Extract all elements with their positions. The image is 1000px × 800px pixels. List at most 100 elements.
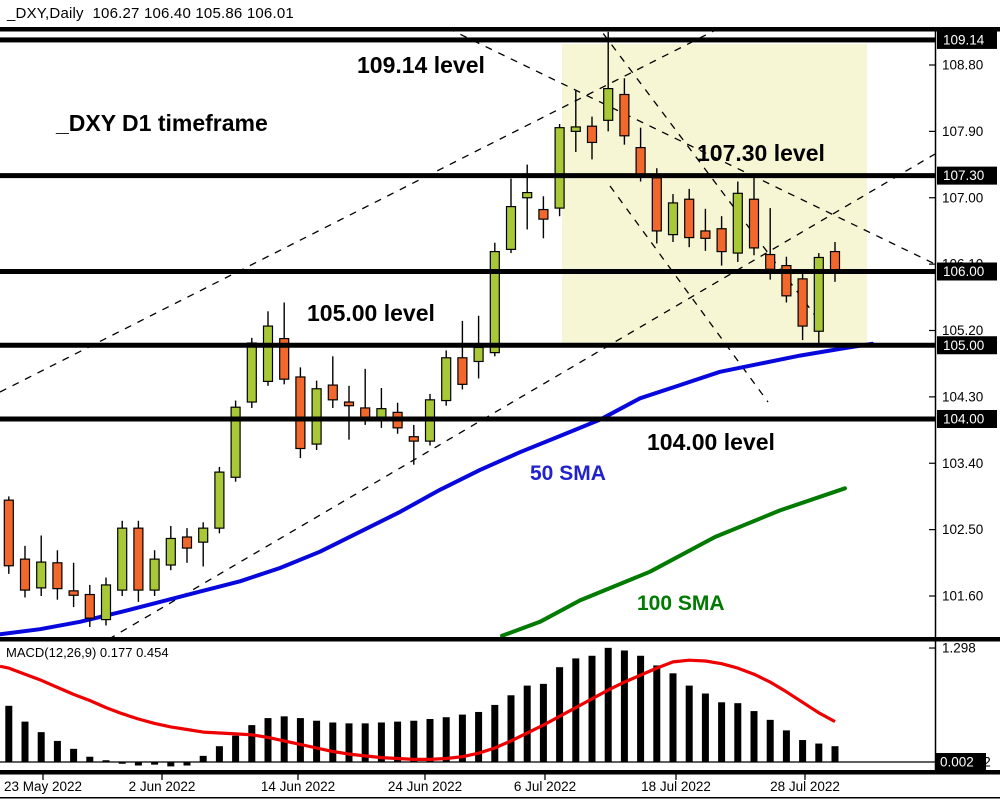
candle: [700, 208, 711, 251]
candle-body: [554, 127, 565, 209]
macd-bar: [199, 755, 207, 762]
macd-bar: [151, 762, 159, 765]
macd-bar: [329, 722, 337, 762]
candle: [813, 253, 824, 344]
macd-bar: [637, 655, 645, 762]
candle: [505, 178, 517, 254]
candle: [570, 90, 581, 153]
candle: [554, 124, 565, 217]
candle: [181, 528, 193, 563]
candle-body: [603, 87, 614, 121]
sma50-line: [0, 341, 874, 637]
candle: [327, 356, 338, 408]
candle-body: [570, 126, 581, 132]
badge-label: 105.00: [943, 338, 984, 353]
macd-zero-badge: 0.002: [936, 753, 986, 771]
macd-bar: [669, 673, 677, 762]
level-line-106.00: [0, 269, 935, 274]
macd-bar: [799, 740, 807, 762]
macd-bar: [232, 735, 240, 762]
trendline-0: [0, 31, 716, 393]
candle: [52, 550, 63, 600]
candle-body: [505, 206, 517, 250]
candle-body: [748, 198, 760, 249]
price-badge: 104.00: [937, 410, 997, 428]
price-axis: 108.80107.90107.00106.10105.20104.30103.…: [929, 30, 997, 770]
macd-bar: [313, 720, 321, 762]
candle-body: [19, 558, 31, 591]
macd-bar: [70, 748, 78, 762]
macd-bar: [475, 711, 483, 762]
price-badge: 105.00: [937, 336, 997, 355]
macd-bar: [588, 655, 596, 762]
date-label: 18 Jul 2022: [641, 779, 711, 794]
candle: [36, 535, 47, 596]
axis-label: 108.80: [942, 58, 983, 73]
macd-bar: [264, 718, 272, 762]
candle-body: [635, 147, 646, 177]
trendline-3: [600, 31, 821, 323]
date-label: 6 Jul 2022: [514, 779, 576, 794]
macd-bar: [815, 743, 823, 762]
candle: [732, 181, 743, 262]
candle-body: [797, 278, 808, 327]
candle-body: [181, 536, 193, 549]
macd-signal-line: [0, 658, 836, 761]
candle-body: [538, 208, 549, 220]
candle-body: [473, 346, 484, 363]
macd-bar: [361, 723, 369, 762]
candle: [133, 520, 144, 602]
macd-bar: [572, 658, 580, 762]
macd-bar: [507, 695, 515, 762]
candle-body: [586, 125, 598, 144]
macd-bar: [183, 762, 191, 766]
candle-body: [813, 256, 824, 332]
candle-body: [441, 357, 452, 402]
badge-bg: [937, 166, 997, 185]
level-line-105.00: [0, 342, 935, 348]
annotation-text: 107.30 level: [697, 140, 825, 166]
sma100-line: [500, 486, 847, 637]
candle-body: [732, 192, 743, 254]
annotation-text: 104.00 level: [647, 429, 775, 455]
date-label: 28 Jul 2022: [770, 779, 840, 794]
macd-bar: [215, 746, 223, 762]
candle: [360, 368, 371, 425]
candle: [68, 562, 79, 608]
candle-body: [829, 250, 841, 272]
trendline-4: [609, 185, 769, 403]
badge-label: 106.00: [943, 264, 984, 279]
macd-bar: [394, 721, 402, 762]
macd-bar: [831, 746, 839, 762]
candle-body: [311, 388, 322, 445]
candle-body: [84, 593, 95, 619]
annotation-text: 109.14 level: [357, 52, 485, 78]
candle: [489, 242, 500, 357]
macd-scale-label: 1.298: [942, 641, 976, 656]
trendline-1: [111, 153, 935, 637]
macd-bar: [685, 685, 693, 762]
badge-bg: [937, 30, 997, 49]
candle: [84, 584, 95, 627]
candle-body: [262, 325, 274, 382]
annotation-text: 100 SMA: [637, 592, 725, 615]
macd-bar: [523, 685, 531, 762]
candle: [343, 385, 355, 440]
macd-bar: [118, 762, 126, 764]
candle-body: [781, 265, 792, 297]
date-label: 24 Jun 2022: [388, 779, 462, 794]
price-badge: 107.30: [937, 166, 997, 185]
date-separator: [0, 770, 1000, 775]
symbol-title: _DXY,Daily 106.27 106.40 105.86 106.01: [7, 5, 294, 22]
candle-body: [684, 198, 695, 239]
candle-body: [279, 338, 290, 380]
macd-bar: [134, 762, 142, 766]
date-label: 14 Jun 2022: [261, 779, 335, 794]
candle-body: [700, 230, 711, 239]
axis-label: 105.20: [942, 323, 983, 338]
badge-label: 109.14: [943, 32, 985, 47]
candle-body: [327, 384, 338, 401]
candle-body: [230, 406, 241, 478]
